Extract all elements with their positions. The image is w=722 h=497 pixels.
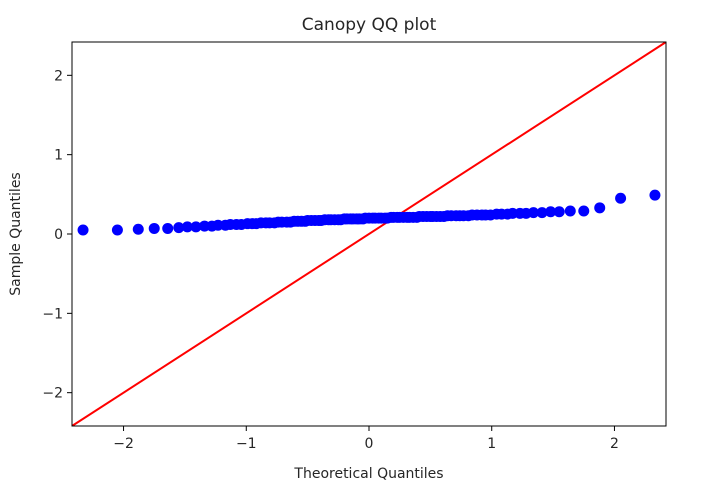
data-point bbox=[615, 192, 627, 204]
x-axis-label: Theoretical Quantiles bbox=[293, 466, 443, 482]
data-point bbox=[132, 223, 144, 235]
x-tick-label: −1 bbox=[236, 436, 257, 452]
data-point bbox=[162, 222, 174, 234]
data-point bbox=[181, 221, 193, 233]
chart-title: Canopy QQ plot bbox=[302, 15, 437, 35]
y-tick-label: 2 bbox=[54, 68, 63, 84]
x-tick-label: 1 bbox=[487, 436, 496, 452]
data-point bbox=[527, 207, 539, 219]
data-point bbox=[190, 221, 202, 233]
x-tick-label: 2 bbox=[610, 436, 619, 452]
y-tick-label: 1 bbox=[54, 148, 63, 164]
y-tick-label: −1 bbox=[42, 306, 63, 322]
data-point bbox=[173, 222, 185, 234]
data-point bbox=[564, 205, 576, 217]
data-point bbox=[594, 202, 606, 214]
data-point bbox=[578, 205, 590, 217]
y-tick-label: 0 bbox=[54, 227, 63, 243]
x-tick-label: 0 bbox=[365, 436, 374, 452]
data-point bbox=[111, 224, 123, 236]
data-point bbox=[536, 207, 548, 219]
y-axis-label: Sample Quantiles bbox=[8, 172, 24, 295]
data-point bbox=[649, 189, 661, 201]
data-point bbox=[148, 222, 160, 234]
data-point bbox=[545, 206, 557, 218]
data-point bbox=[553, 206, 565, 218]
x-tick-label: −2 bbox=[113, 436, 134, 452]
y-tick-label: −2 bbox=[42, 386, 63, 402]
data-point bbox=[77, 224, 89, 236]
reference-line bbox=[72, 42, 666, 426]
